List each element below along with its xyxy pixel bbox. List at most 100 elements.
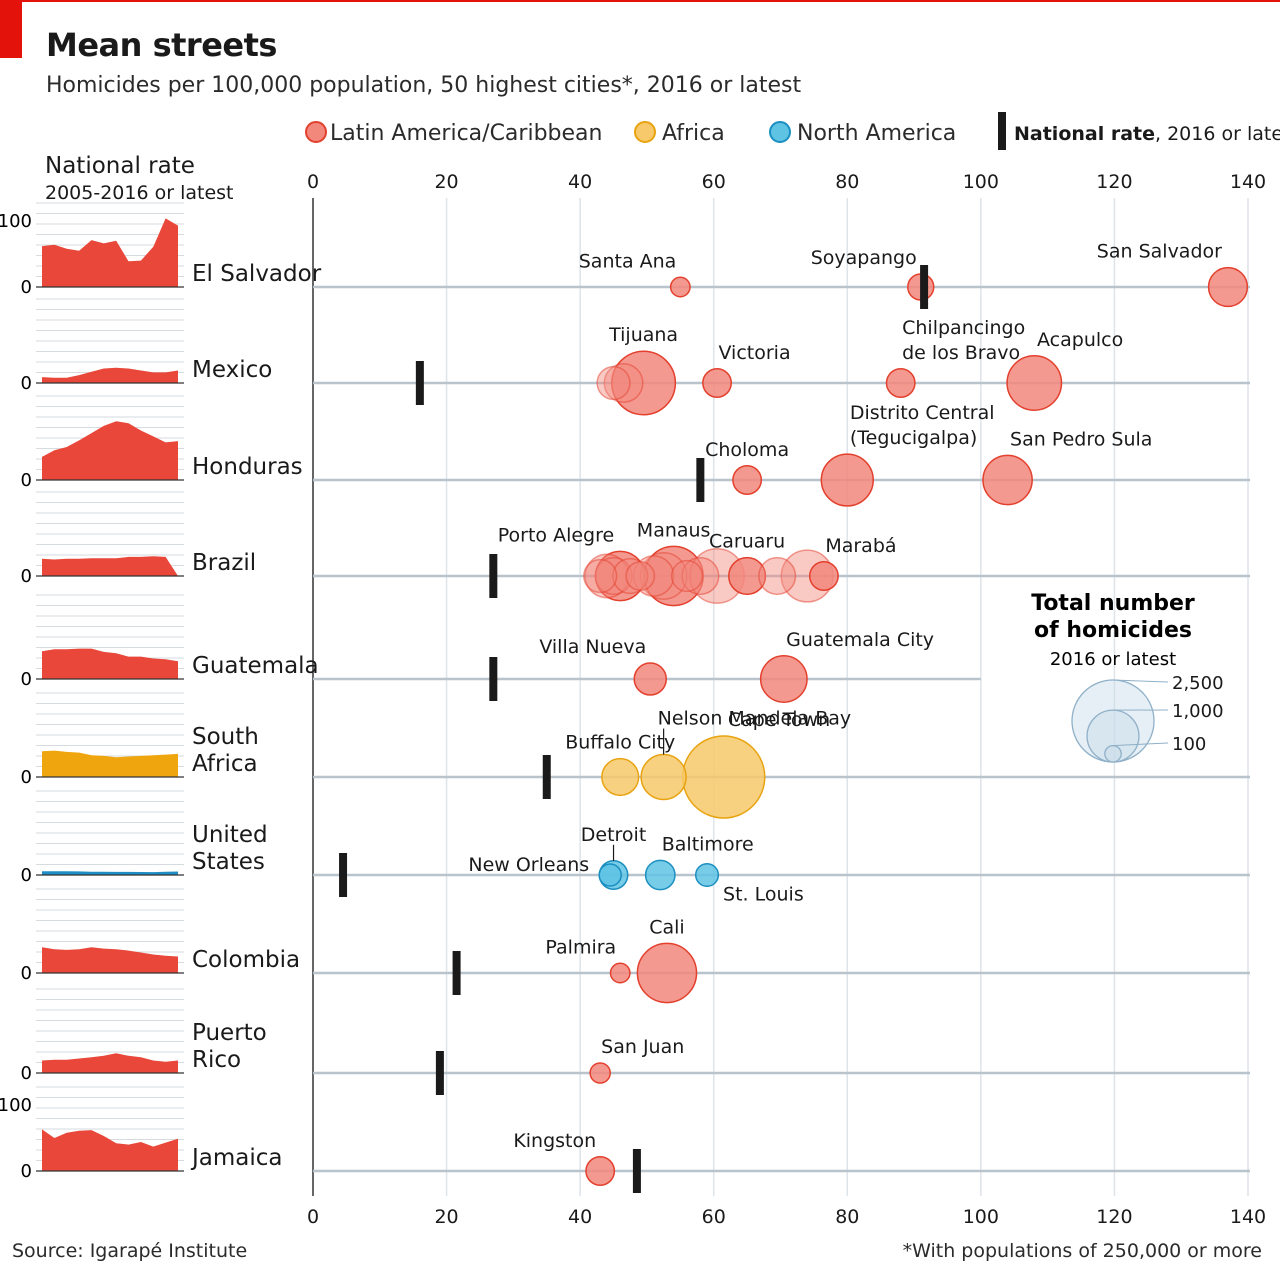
city-label: de los Bravo — [902, 342, 1020, 364]
city-bubble — [759, 655, 808, 703]
country-name: Guatemala — [192, 653, 319, 679]
city-label: Cape Town — [728, 709, 830, 731]
chart-subtitle: Homicides per 100,000 population, 50 hig… — [46, 73, 802, 98]
national-trend-area — [42, 947, 178, 973]
city-bubble — [681, 556, 720, 596]
city-bubble — [612, 557, 649, 595]
mini-tick-0: 0 — [21, 277, 32, 298]
city-bubble — [609, 962, 631, 984]
x-tick-bottom: 100 — [963, 1206, 999, 1228]
national-rate-bar — [542, 755, 551, 799]
x-tick-bottom: 0 — [307, 1206, 319, 1228]
legend-swatch-latin — [305, 121, 327, 143]
city-bubble — [639, 552, 688, 600]
x-tick-bottom: 60 — [702, 1206, 726, 1228]
national-rate-bar — [920, 265, 929, 309]
x-tick-top: 20 — [434, 171, 458, 193]
legend-swatch-north_america — [769, 121, 791, 143]
legend-national-bar — [998, 112, 1006, 150]
city-bubble — [611, 350, 677, 416]
national-rate-bar — [696, 458, 705, 502]
city-label: Victoria — [718, 342, 790, 364]
city-bubble — [820, 453, 874, 507]
legend-label-north_america: North America — [797, 121, 956, 146]
national-rate-bar — [632, 1149, 641, 1193]
national-rate-bar — [435, 1051, 444, 1095]
x-tick-top: 60 — [702, 171, 726, 193]
city-label: Cali — [649, 916, 684, 938]
city-label: Nelson Mandela Bay — [658, 708, 852, 730]
legend: Latin America/Caribbean Africa North Ameri… — [305, 112, 1280, 150]
x-tick-top: 140 — [1230, 171, 1266, 193]
city-label: Acapulco — [1037, 329, 1123, 351]
size-legend-subtitle: 2016 or latest — [1050, 649, 1176, 670]
city-bubble — [728, 556, 767, 596]
city-bubble — [694, 862, 720, 888]
x-tick-top: 40 — [568, 171, 592, 193]
city-bubble — [982, 454, 1033, 506]
city-bubble — [640, 753, 687, 801]
country-name: United — [192, 822, 268, 848]
national-trend-area — [42, 367, 178, 383]
city-label: Manaus — [637, 519, 711, 541]
city-bubble — [644, 859, 676, 891]
chart-title: Mean streets — [46, 26, 277, 64]
legend-label-national: National rate, 2016 or latest — [1014, 123, 1280, 145]
city-label: Marabá — [825, 535, 896, 557]
city-label: Palmira — [545, 936, 616, 958]
city-label: Baltimore — [662, 833, 754, 855]
x-tick-bottom: 80 — [835, 1206, 859, 1228]
national-trend-area — [42, 648, 178, 679]
mini-tick-0: 0 — [21, 669, 32, 690]
size-legend-circle — [1104, 744, 1122, 763]
city-bubble — [702, 368, 733, 398]
city-bubble — [585, 1156, 616, 1186]
city-label: Chilpancingo — [902, 317, 1025, 339]
city-label: Guatemala City — [786, 629, 934, 651]
legend-label-africa: Africa — [662, 121, 725, 146]
mini-tick-0: 0 — [21, 767, 32, 788]
city-bubble — [596, 365, 631, 401]
city-bubble — [598, 863, 622, 887]
city-label: Santa Ana — [579, 250, 677, 272]
city-label: Kingston — [513, 1130, 596, 1152]
x-tick-bottom: 120 — [1096, 1206, 1132, 1228]
city-label: San Juan — [601, 1036, 684, 1058]
city-bubble — [670, 559, 704, 593]
city-label: Soyapango — [811, 247, 917, 269]
city-label: Caruaru — [709, 531, 785, 553]
national-rate-bar — [489, 554, 498, 598]
country-name: Africa — [192, 751, 258, 777]
mini-tick-100: 100 — [0, 211, 32, 232]
country-name: Jamaica — [190, 1145, 283, 1171]
x-tick-bottom: 20 — [434, 1206, 458, 1228]
x-tick-top: 100 — [963, 171, 999, 193]
x-tick-top: 120 — [1096, 171, 1132, 193]
size-legend-value: 100 — [1172, 734, 1206, 755]
country-row: 0 Guatemala Villa Nueva Guatemala City — [21, 594, 981, 703]
city-bubble — [808, 561, 839, 591]
national-trend-area — [42, 1129, 178, 1171]
city-bubble — [669, 276, 691, 298]
national-rate-bar — [415, 361, 424, 405]
city-bubble — [589, 1062, 611, 1084]
x-tick-bottom: 140 — [1230, 1206, 1266, 1228]
city-bubble — [758, 556, 797, 596]
city-label: St. Louis — [723, 883, 804, 905]
legend-label-latin: Latin America/Caribbean — [330, 121, 602, 146]
national-trend-area — [42, 218, 178, 287]
country-name: Mexico — [192, 357, 272, 383]
city-bubble — [681, 735, 766, 819]
country-name: South — [192, 724, 259, 750]
city-bubble — [584, 553, 630, 599]
size-legend-value: 2,500 — [1172, 673, 1224, 694]
legend-swatch-africa — [634, 121, 656, 143]
city-bubble — [1006, 355, 1063, 411]
mini-tick-0: 0 — [21, 566, 32, 587]
city-label: (Tegucigalpa) — [850, 427, 977, 449]
national-rate-bar — [452, 951, 461, 995]
